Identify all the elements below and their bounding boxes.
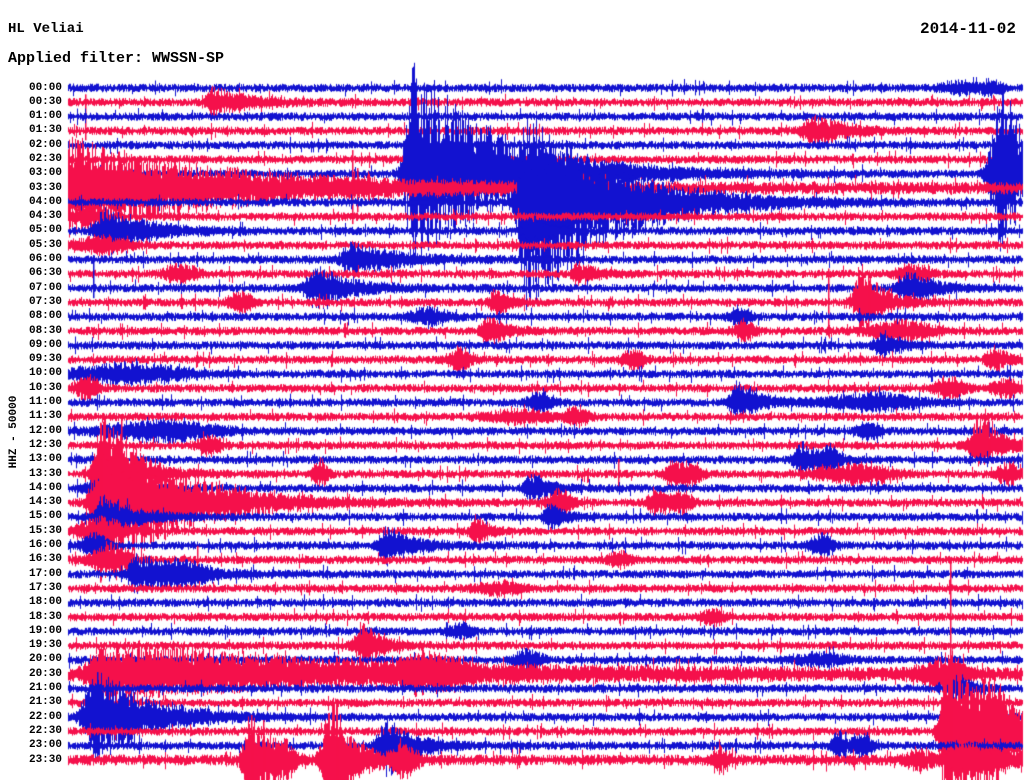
- time-label: 15:00: [28, 510, 62, 523]
- time-label: 22:30: [28, 724, 62, 737]
- time-label: 02:30: [28, 152, 62, 165]
- time-label: 21:00: [28, 682, 62, 695]
- time-label: 01:00: [28, 110, 62, 123]
- time-label: 20:00: [28, 653, 62, 666]
- time-label: 15:30: [28, 524, 62, 537]
- time-label: 05:00: [28, 224, 62, 237]
- time-label: 07:00: [28, 281, 62, 294]
- time-label: 10:30: [28, 381, 62, 394]
- time-label: 05:30: [28, 238, 62, 251]
- time-label: 18:00: [28, 596, 62, 609]
- time-label: 08:00: [28, 310, 62, 323]
- time-label: 04:00: [28, 195, 62, 208]
- time-label: 09:30: [28, 353, 62, 366]
- time-label: 14:00: [28, 481, 62, 494]
- time-label: 07:30: [28, 295, 62, 308]
- filter-label: Applied filter: WWSSN-SP: [8, 50, 225, 67]
- time-label: 06:30: [28, 267, 62, 280]
- time-label: 23:00: [28, 739, 62, 752]
- time-label: 13:00: [28, 453, 62, 466]
- time-label: 01:30: [28, 124, 62, 137]
- time-label: 06:00: [28, 253, 62, 266]
- time-label: 13:30: [28, 467, 62, 480]
- time-label: 17:30: [28, 581, 62, 594]
- time-label: 00:00: [28, 81, 62, 94]
- time-label: 03:00: [28, 167, 62, 180]
- time-label: 10:00: [28, 367, 62, 380]
- time-label: 12:00: [28, 424, 62, 437]
- time-label: 04:30: [28, 210, 62, 223]
- station-name: HL Veliai: [8, 21, 84, 37]
- plot-date: 2014-11-02: [919, 20, 1016, 38]
- time-label: 16:00: [28, 539, 62, 552]
- time-label: 19:30: [28, 639, 62, 652]
- time-label: 09:00: [28, 338, 62, 351]
- time-label: 11:30: [28, 410, 62, 423]
- time-label: 00:30: [28, 95, 62, 108]
- time-label: 23:30: [28, 753, 62, 766]
- time-label: 19:00: [28, 624, 62, 637]
- time-label: 12:30: [28, 438, 62, 451]
- time-label: 16:30: [28, 553, 62, 566]
- time-label: 20:30: [28, 667, 62, 680]
- time-label: 21:30: [28, 696, 62, 709]
- time-label: 14:30: [28, 496, 62, 509]
- time-label: 02:00: [28, 138, 62, 151]
- time-label: 17:00: [28, 567, 62, 580]
- time-label: 18:30: [28, 610, 62, 623]
- time-label: 11:00: [28, 396, 62, 409]
- time-label: 22:00: [28, 710, 62, 723]
- time-label: 08:30: [28, 324, 62, 337]
- time-label: 03:30: [28, 181, 62, 194]
